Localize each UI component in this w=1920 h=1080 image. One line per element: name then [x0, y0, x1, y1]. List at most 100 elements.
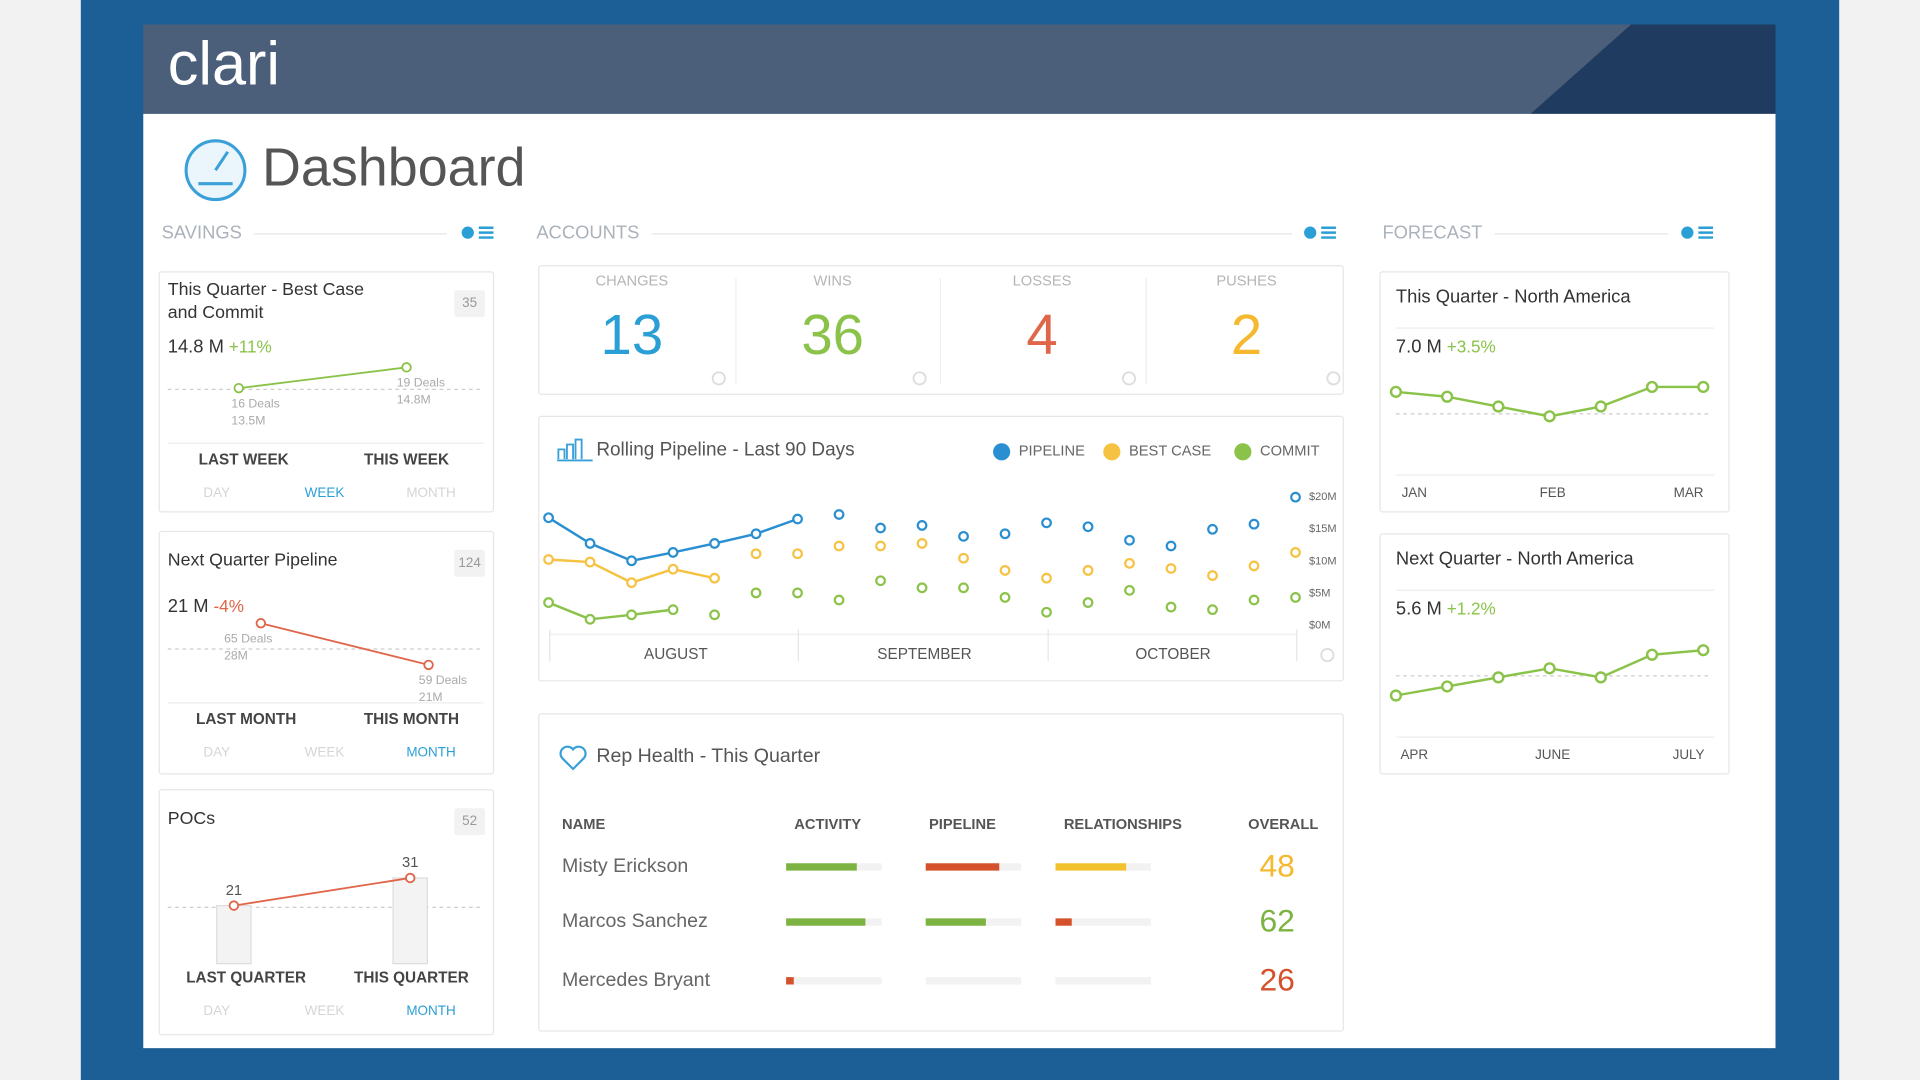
badge [454, 549, 485, 577]
period-tab[interactable]: WEEK [305, 745, 345, 760]
score-bar [786, 863, 857, 871]
card-value: 14.8 M [168, 336, 224, 357]
data-point [233, 382, 244, 394]
stat-label: PUSHES [1216, 274, 1277, 290]
deals-label: 19 Deals [397, 375, 445, 389]
card-value: 7.0 M [1396, 336, 1442, 357]
card-title: and Commit [168, 302, 264, 322]
settings-icon[interactable] [1681, 226, 1694, 239]
data-point [626, 577, 637, 589]
data-point [1248, 594, 1260, 606]
score-bar [786, 918, 866, 926]
score-bar [786, 977, 794, 985]
settings-icon[interactable] [1304, 226, 1317, 239]
info-icon[interactable] [912, 371, 927, 386]
bar [216, 904, 252, 965]
data-point [1165, 601, 1177, 613]
card [1379, 271, 1730, 513]
bar [392, 877, 428, 965]
card [158, 530, 495, 775]
chart-icon [557, 438, 593, 462]
x-tick-label: MAR [1674, 485, 1704, 500]
data-point [405, 872, 416, 884]
period-label: LAST QUARTER [186, 969, 306, 986]
logo: clari [168, 30, 280, 98]
chart-title: Rolling Pipeline - Last 90 Days [596, 440, 854, 461]
data-point [543, 597, 554, 608]
data-point [1165, 563, 1177, 574]
data-point [1697, 380, 1710, 394]
menu-icon[interactable] [1321, 226, 1336, 239]
data-point [1165, 540, 1177, 552]
data-point [543, 512, 554, 524]
rep-name: Mercedes Bryant [562, 969, 711, 991]
period-tab[interactable]: MONTH [406, 485, 455, 500]
data-point [1492, 671, 1505, 684]
data-point [1290, 547, 1301, 558]
stat-label: LOSSES [1013, 274, 1072, 290]
heart-icon [559, 745, 587, 771]
period-tab[interactable]: DAY [203, 745, 230, 760]
period-tab[interactable]: DAY [203, 485, 230, 500]
period-label: LAST MONTH [196, 711, 296, 728]
data-point [1389, 385, 1403, 398]
data-point [792, 587, 803, 599]
data-point [1207, 523, 1218, 535]
card-title: This Quarter - North America [1396, 285, 1631, 306]
data-point [1389, 689, 1403, 702]
data-point [1543, 410, 1556, 423]
card-title: Next Quarter - North America [1396, 547, 1635, 568]
info-icon[interactable] [1320, 648, 1335, 663]
card-title: Next Quarter Pipeline [168, 550, 338, 570]
period-tab[interactable]: MONTH [406, 1003, 455, 1018]
section-title: FORECAST [1382, 222, 1482, 243]
data-point [792, 513, 803, 525]
legend-label: PIPELINE [1019, 444, 1085, 460]
data-point [709, 538, 720, 549]
amount-label: 13.5M [231, 413, 265, 427]
period-tab[interactable]: DAY [203, 1003, 230, 1018]
trend-line [238, 366, 407, 390]
card-change: +3.5% [1447, 336, 1496, 356]
data-point [1124, 557, 1135, 569]
menu-icon[interactable] [1698, 226, 1714, 239]
legend-swatch [1234, 443, 1252, 461]
data-point [833, 594, 845, 606]
data-point [667, 547, 679, 558]
period-label: THIS QUARTER [354, 969, 469, 986]
score-track [786, 977, 882, 985]
stat-value: 2 [1231, 303, 1262, 366]
deals-label: 59 Deals [419, 673, 467, 687]
amount-label: 14.8M [397, 393, 431, 407]
chart-card [538, 415, 1344, 682]
period-tab[interactable]: WEEK [305, 485, 345, 500]
data-point [1207, 570, 1218, 581]
info-icon[interactable] [711, 371, 726, 386]
data-point [1492, 400, 1505, 413]
data-point [958, 530, 969, 542]
table-title: Rep Health - This Quarter [596, 745, 820, 767]
data-point [1645, 380, 1659, 394]
y-tick-label: $10M [1309, 555, 1337, 567]
trend-line [233, 877, 411, 907]
card [158, 271, 495, 513]
section-title: ACCOUNTS [536, 222, 639, 243]
top-bar-accent [1530, 24, 1776, 114]
info-icon[interactable] [1326, 371, 1341, 386]
data-point [1290, 592, 1301, 603]
score-track [1055, 977, 1152, 985]
badge-count: 52 [462, 813, 477, 828]
score-bar [925, 918, 986, 926]
info-icon[interactable] [1121, 371, 1137, 386]
data-point [667, 604, 679, 616]
menu-icon[interactable] [478, 226, 494, 239]
data-point [792, 548, 803, 560]
legend-swatch [993, 443, 1011, 461]
data-point [833, 509, 845, 520]
period-tab[interactable]: WEEK [305, 1003, 345, 1018]
data-point [916, 582, 928, 594]
period-tab[interactable]: MONTH [406, 745, 455, 760]
overall-score: 26 [1259, 961, 1294, 997]
settings-icon[interactable] [461, 226, 474, 239]
